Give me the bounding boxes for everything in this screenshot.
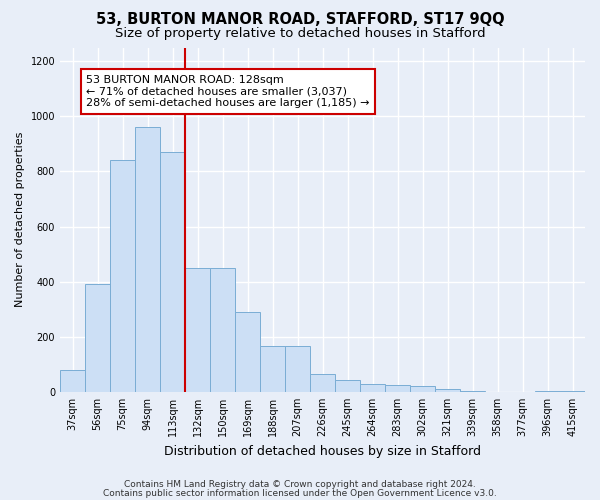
Bar: [535, 390, 560, 392]
Bar: [410, 386, 435, 392]
Bar: [160, 152, 185, 392]
Bar: [285, 346, 310, 392]
Bar: [110, 160, 135, 392]
Bar: [260, 346, 285, 392]
Bar: [235, 312, 260, 392]
Bar: [460, 390, 485, 392]
Bar: [185, 268, 210, 392]
Bar: [135, 128, 160, 392]
Text: Contains public sector information licensed under the Open Government Licence v3: Contains public sector information licen…: [103, 490, 497, 498]
Bar: [435, 389, 460, 392]
Bar: [210, 268, 235, 392]
Y-axis label: Number of detached properties: Number of detached properties: [15, 132, 25, 308]
Text: Contains HM Land Registry data © Crown copyright and database right 2024.: Contains HM Land Registry data © Crown c…: [124, 480, 476, 489]
Text: 53, BURTON MANOR ROAD, STAFFORD, ST17 9QQ: 53, BURTON MANOR ROAD, STAFFORD, ST17 9Q…: [95, 12, 505, 28]
Bar: [360, 384, 385, 392]
Text: Size of property relative to detached houses in Stafford: Size of property relative to detached ho…: [115, 28, 485, 40]
Bar: [60, 370, 85, 392]
Bar: [385, 385, 410, 392]
Bar: [560, 390, 585, 392]
X-axis label: Distribution of detached houses by size in Stafford: Distribution of detached houses by size …: [164, 444, 481, 458]
Bar: [310, 374, 335, 392]
Text: 53 BURTON MANOR ROAD: 128sqm
← 71% of detached houses are smaller (3,037)
28% of: 53 BURTON MANOR ROAD: 128sqm ← 71% of de…: [86, 75, 370, 108]
Bar: [335, 380, 360, 392]
Bar: [85, 284, 110, 392]
